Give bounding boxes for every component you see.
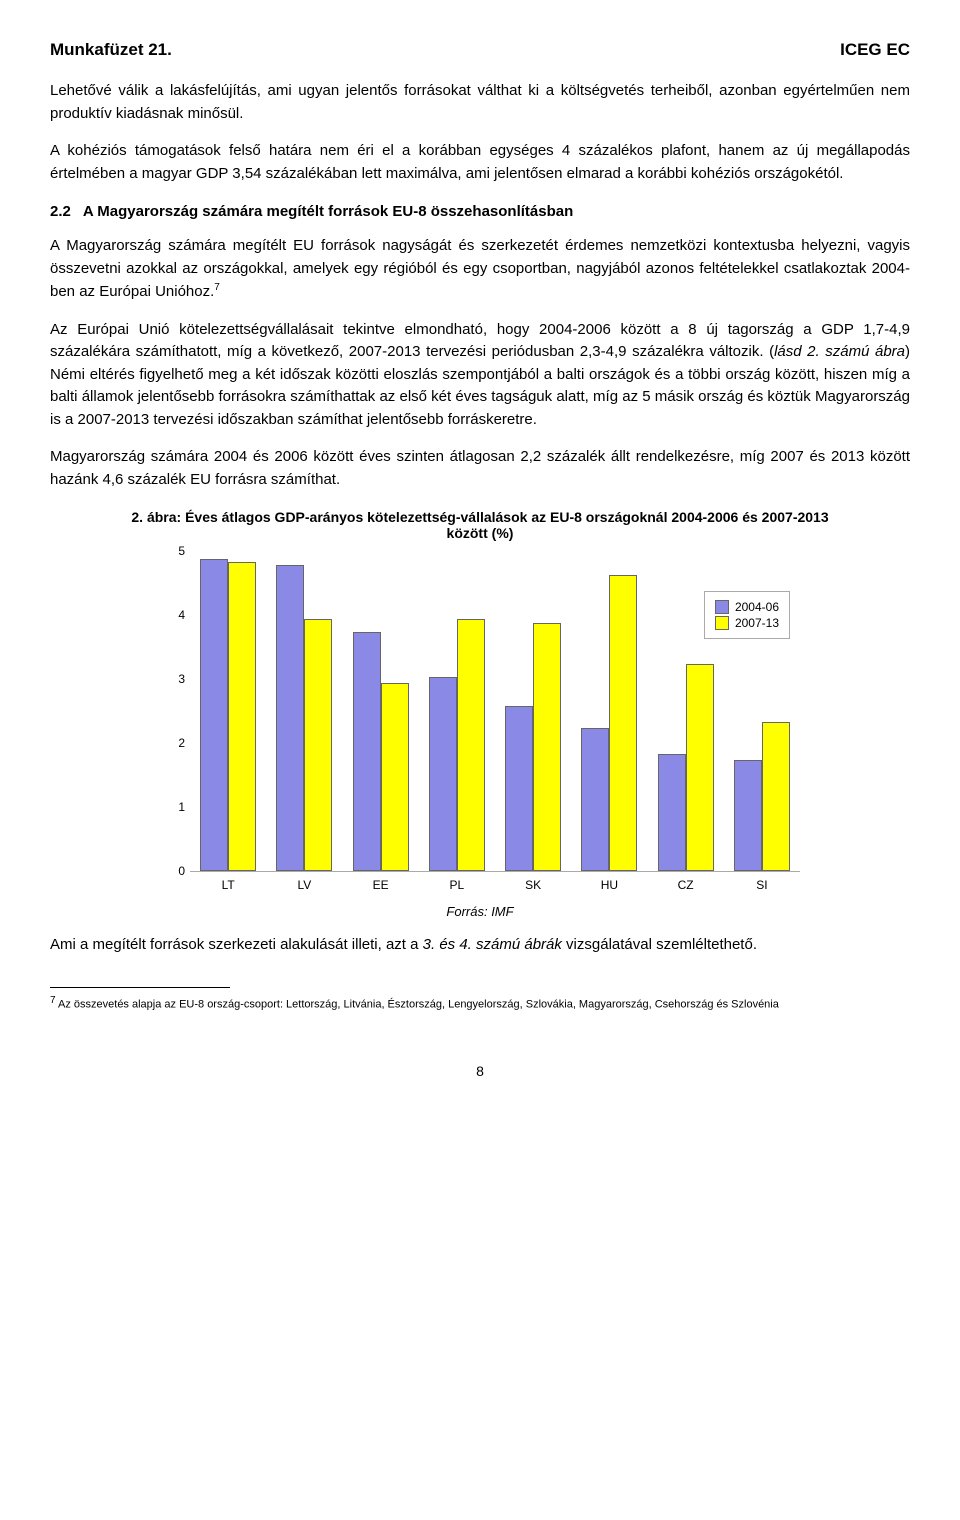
header-left: Munkafüzet 21. — [50, 40, 172, 60]
bar-group — [502, 623, 564, 871]
bar — [533, 623, 561, 871]
bar-group — [426, 619, 488, 871]
x-label: LT — [197, 878, 259, 892]
y-tick: 4 — [178, 608, 185, 622]
footnote-ref-7: 7 — [214, 282, 220, 293]
chart-source: Forrás: IMF — [160, 904, 800, 919]
paragraph-2: A kohéziós támogatások felső határa nem … — [50, 140, 910, 185]
page-header: Munkafüzet 21. ICEG EC — [50, 40, 910, 60]
bar — [609, 575, 637, 871]
x-label: LV — [273, 878, 335, 892]
footnote-text: Az összevetés alapja az EU-8 ország-csop… — [56, 998, 779, 1010]
bar — [304, 619, 332, 871]
page-number: 8 — [50, 1063, 910, 1079]
bar — [457, 619, 485, 871]
section-title: A Magyarország számára megítélt források… — [83, 203, 573, 220]
footnote-7: 7 Az összevetés alapja az EU-8 ország-cs… — [50, 994, 910, 1013]
italic-ref: lásd 2. számú ábra — [774, 343, 905, 360]
bar-group — [350, 632, 412, 871]
paragraph-1: Lehetővé válik a lakásfelújítás, ami ugy… — [50, 80, 910, 125]
y-tick: 2 — [178, 736, 185, 750]
header-right: ICEG EC — [840, 40, 910, 60]
y-tick: 0 — [178, 864, 185, 878]
bar — [381, 683, 409, 871]
legend-item-1: 2007-13 — [715, 616, 779, 630]
legend-swatch-0 — [715, 600, 729, 614]
paragraph-4: Az Európai Unió kötelezettségvállalásait… — [50, 319, 910, 432]
x-axis-labels: LT LV EE PL SK HU CZ SI — [190, 878, 800, 892]
bar — [581, 728, 609, 871]
bar — [429, 677, 457, 871]
bar — [762, 722, 790, 871]
bar — [276, 565, 304, 871]
bar-group — [273, 565, 335, 871]
legend-label-0: 2004-06 — [735, 600, 779, 614]
x-label: EE — [350, 878, 412, 892]
legend-item-0: 2004-06 — [715, 600, 779, 614]
paragraph-6: Ami a megítélt források szerkezeti alaku… — [50, 934, 910, 957]
bar — [734, 760, 762, 871]
paragraph-5: Magyarország számára 2004 és 2006 között… — [50, 446, 910, 491]
bar — [200, 559, 228, 871]
x-label: HU — [578, 878, 640, 892]
bar — [353, 632, 381, 871]
bar — [228, 562, 256, 871]
chart-legend: 2004-06 2007-13 — [704, 591, 790, 639]
legend-label-1: 2007-13 — [735, 616, 779, 630]
bar-group — [731, 722, 793, 871]
x-label: SI — [731, 878, 793, 892]
bar — [658, 754, 686, 871]
y-tick: 3 — [178, 672, 185, 686]
paragraph-3: A Magyarország számára megítélt EU forrá… — [50, 235, 910, 304]
bar — [686, 664, 714, 871]
x-label: PL — [426, 878, 488, 892]
y-tick: 5 — [178, 544, 185, 558]
x-label: CZ — [655, 878, 717, 892]
section-number: 2.2 — [50, 203, 71, 220]
bar-group — [578, 575, 640, 871]
x-label: SK — [502, 878, 564, 892]
bar-group — [197, 559, 259, 871]
y-axis: 012345 — [165, 551, 185, 871]
italic-ref-2: 3. és 4. számú ábrák — [423, 936, 562, 953]
section-heading: 2.2 A Magyarország számára megítélt forr… — [50, 203, 910, 220]
bar-chart: 012345 2004-06 2007-13 LTLVEEPLSKHUCZSI … — [160, 551, 800, 919]
chart-title: 2. ábra: Éves átlagos GDP-arányos kötele… — [120, 509, 840, 541]
bar — [505, 706, 533, 871]
legend-swatch-1 — [715, 616, 729, 630]
footnote-separator — [50, 987, 230, 988]
bar-group — [655, 664, 717, 871]
y-tick: 1 — [178, 800, 185, 814]
